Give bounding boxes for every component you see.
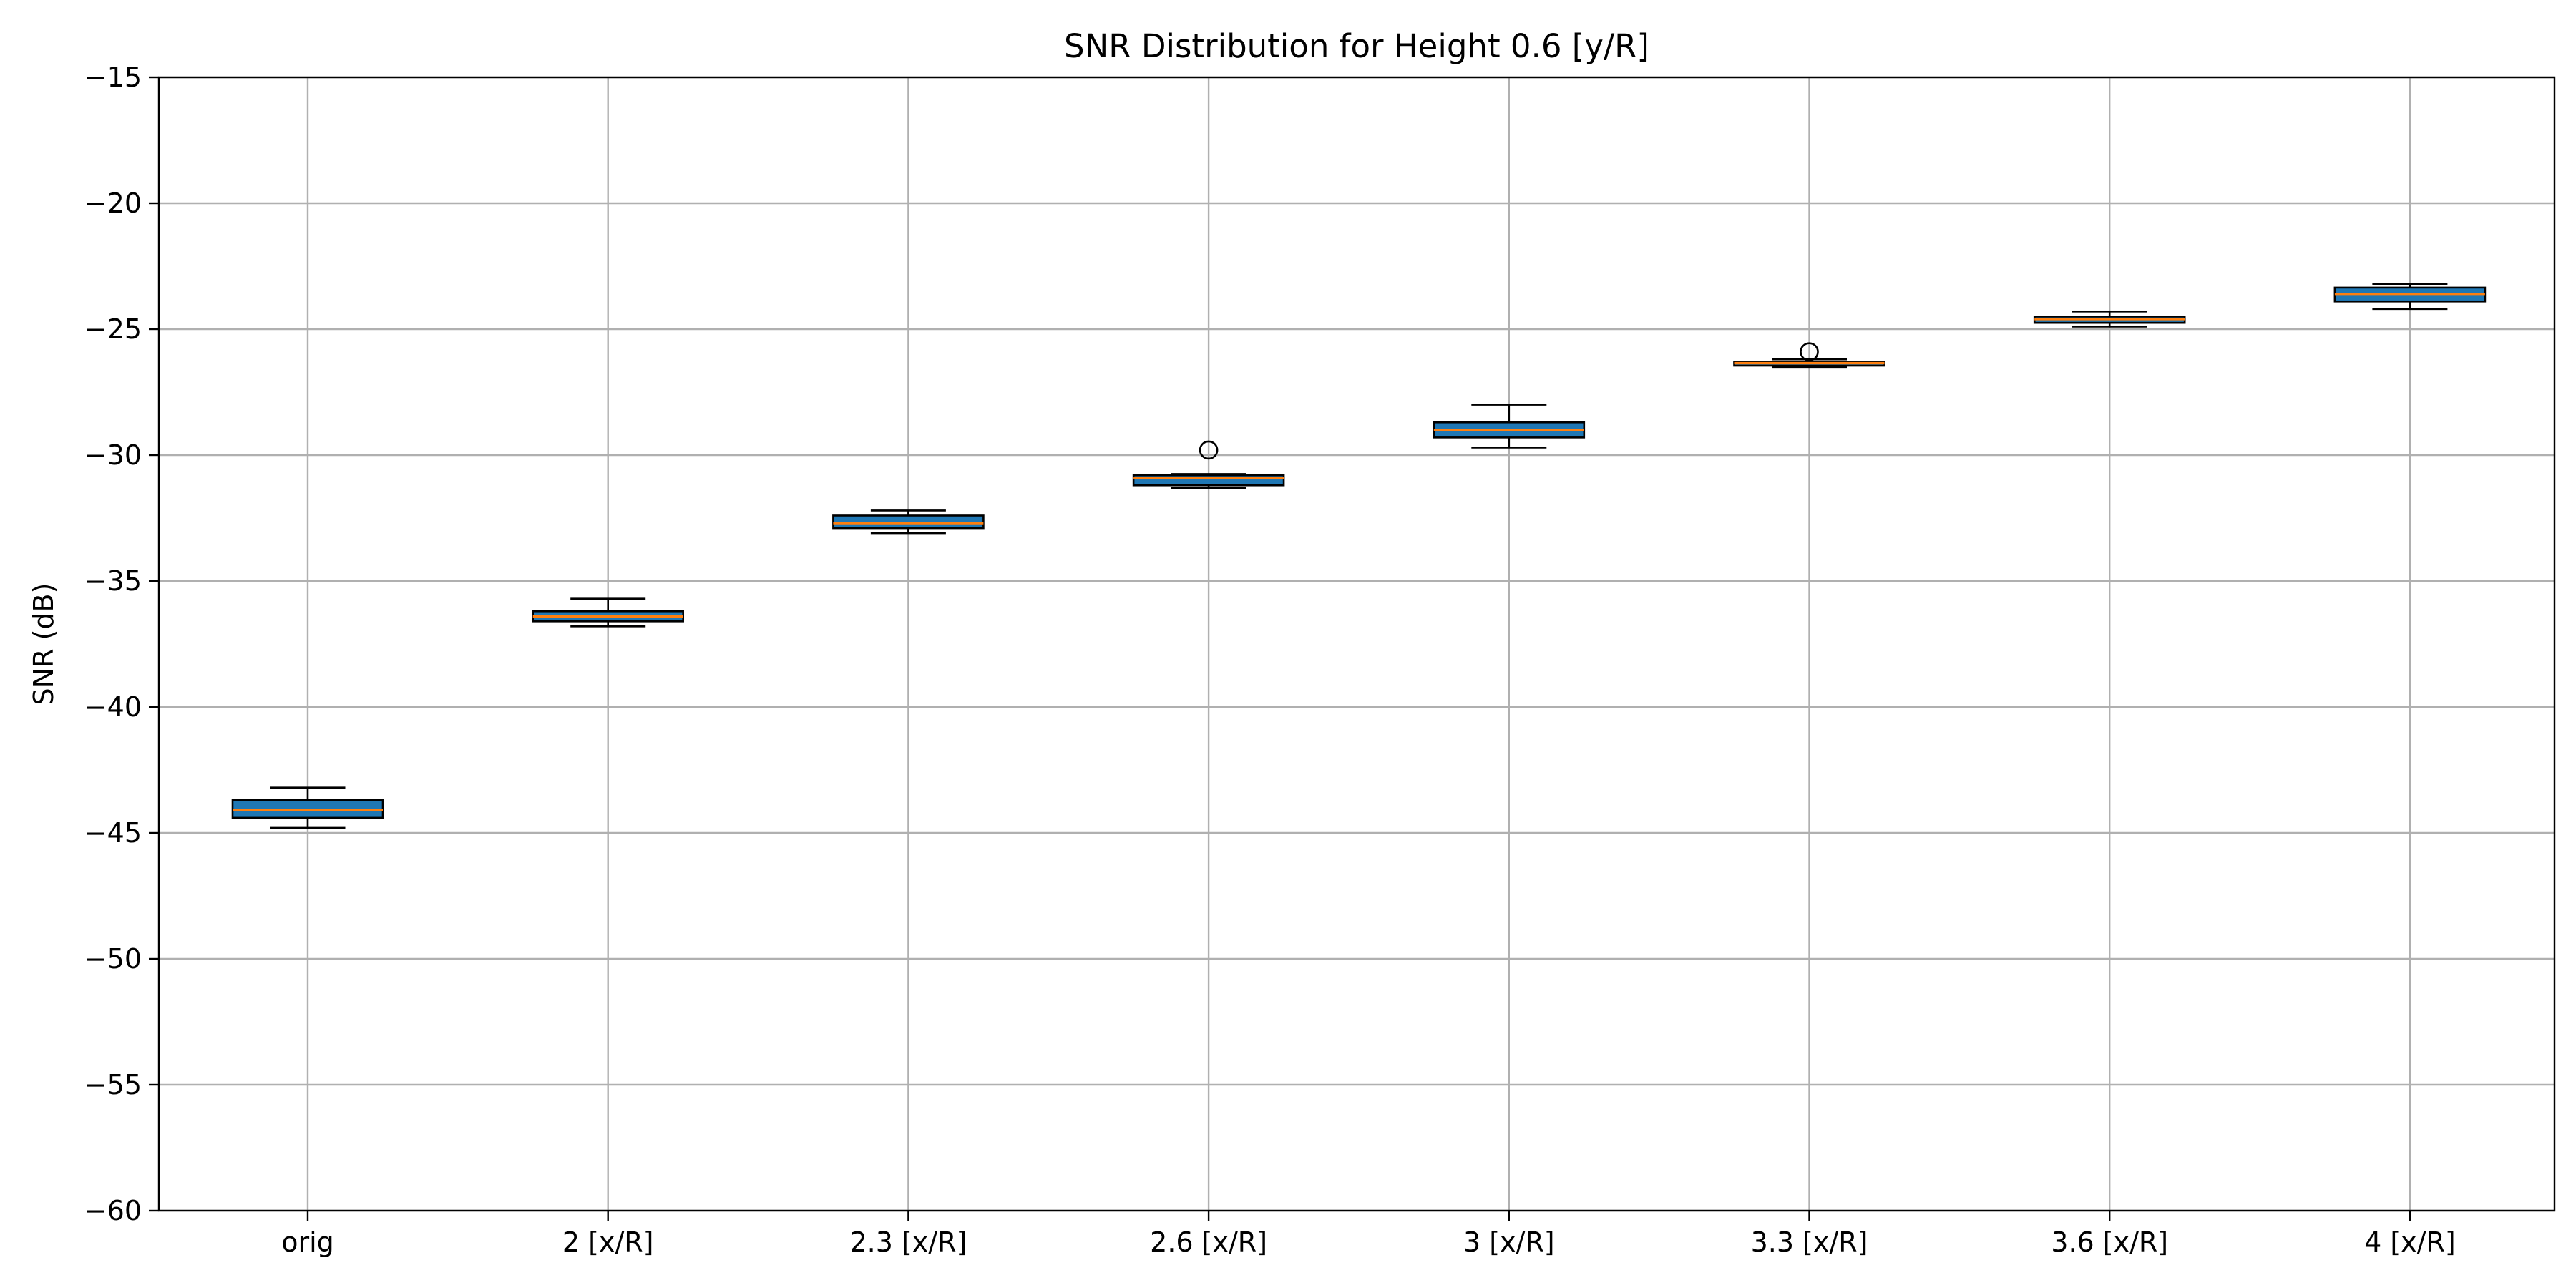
boxes bbox=[231, 283, 2487, 829]
x-tick-label: 2.6 [x/R] bbox=[1150, 1226, 1267, 1258]
y-tick-label: −55 bbox=[84, 1069, 142, 1101]
x-tick-label: 2.3 [x/R] bbox=[849, 1226, 967, 1258]
box bbox=[832, 514, 985, 530]
y-tick-label: −40 bbox=[84, 691, 142, 723]
outlier-point bbox=[1199, 440, 1219, 460]
x-tick-label: 3.3 [x/R] bbox=[1751, 1226, 1868, 1258]
y-tick-label: −20 bbox=[84, 187, 142, 219]
chart-title: SNR Distribution for Height 0.6 [y/R] bbox=[1064, 27, 1649, 65]
x-tick-label: 3.6 [x/R] bbox=[2051, 1226, 2168, 1258]
y-tick-label: −35 bbox=[84, 565, 142, 597]
x-tick-label: 2 [x/R] bbox=[562, 1226, 654, 1258]
y-tick-label: −45 bbox=[84, 817, 142, 849]
y-tick-label: −15 bbox=[84, 62, 142, 93]
axis-ticks: −15 −20 −25 −30 −35 −40 −45 −50 −55 −60 orig 2 [x/R… bbox=[84, 62, 2456, 1258]
x-tick-label: orig bbox=[281, 1226, 334, 1258]
x-tick-label: 4 [x/R] bbox=[2364, 1226, 2456, 1258]
plot-area-frame bbox=[157, 76, 2556, 1212]
outlier-point bbox=[1800, 342, 1819, 361]
y-tick-label: −30 bbox=[84, 439, 142, 471]
x-tick-label: 3 [x/R] bbox=[1463, 1226, 1555, 1258]
grid bbox=[159, 76, 2555, 1212]
y-tick-label: −50 bbox=[84, 943, 142, 975]
box bbox=[231, 799, 384, 819]
y-axis-label: SNR (dB) bbox=[28, 583, 59, 706]
y-tick-label: −25 bbox=[84, 313, 142, 345]
y-tick-label: −60 bbox=[84, 1195, 142, 1226]
